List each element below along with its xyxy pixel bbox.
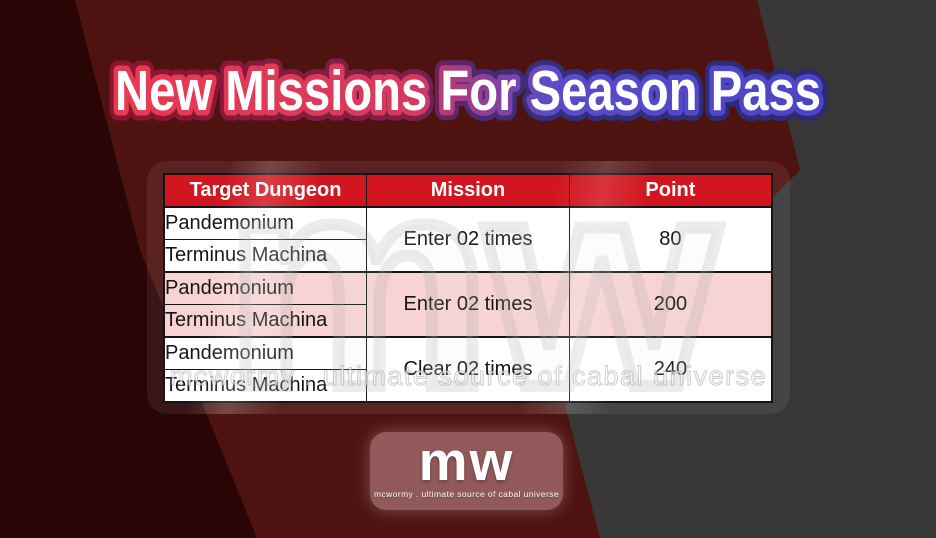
- table-panel: Target Dungeon Mission Point Pandemonium…: [147, 161, 790, 414]
- table-row: Terminus Machina: [163, 369, 772, 403]
- table-row: Pandemonium Enter 02 times 200: [163, 271, 773, 338]
- point-cell: 240: [568, 336, 773, 403]
- point-cell: 200: [568, 271, 773, 338]
- table-header-row: Target Dungeon Mission Point: [163, 173, 773, 208]
- header-point: Point: [568, 173, 773, 208]
- dungeon-cell: Pandemonium: [163, 336, 368, 370]
- logo-text: mw: [418, 430, 515, 492]
- table-row: Pandemonium Enter 02 times 80: [163, 206, 773, 273]
- page-title-outer-glow: New Missions For Season Pass: [115, 59, 821, 123]
- header-mission: Mission: [366, 173, 570, 208]
- dungeon-cell: Terminus Machina: [163, 239, 368, 273]
- background-dark-maroon-wedge: [0, 0, 257, 538]
- point-cell: 80: [568, 206, 773, 273]
- mission-cell: Enter 02 times: [366, 271, 570, 338]
- mission-cell: Clear 02 times: [366, 336, 570, 403]
- missions-table: Target Dungeon Mission Point Pandemonium…: [163, 173, 773, 403]
- dungeon-cell: Pandemonium: [163, 271, 368, 305]
- mcwormy-logo: mw mcwormy . ultimate source of cabal un…: [370, 432, 563, 510]
- dungeon-cell: Terminus Machina: [163, 304, 368, 338]
- page-title-outline: New Missions For Season Pass: [115, 59, 821, 123]
- page-title-art: New Missions For Season Pass New Mission…: [105, 49, 832, 134]
- header-target-dungeon: Target Dungeon: [163, 173, 368, 208]
- table-row: Pandemonium Clear 02 times 240: [163, 336, 773, 403]
- dungeon-cell: Pandemonium: [163, 206, 368, 240]
- table-row: Terminus Machina: [163, 239, 772, 273]
- page-title: New Missions For Season Pass: [115, 59, 821, 123]
- logo-caption: mcwormy . ultimate source of cabal unive…: [374, 489, 559, 499]
- mission-cell: Enter 02 times: [366, 206, 570, 273]
- dungeon-cell: Terminus Machina: [163, 369, 368, 403]
